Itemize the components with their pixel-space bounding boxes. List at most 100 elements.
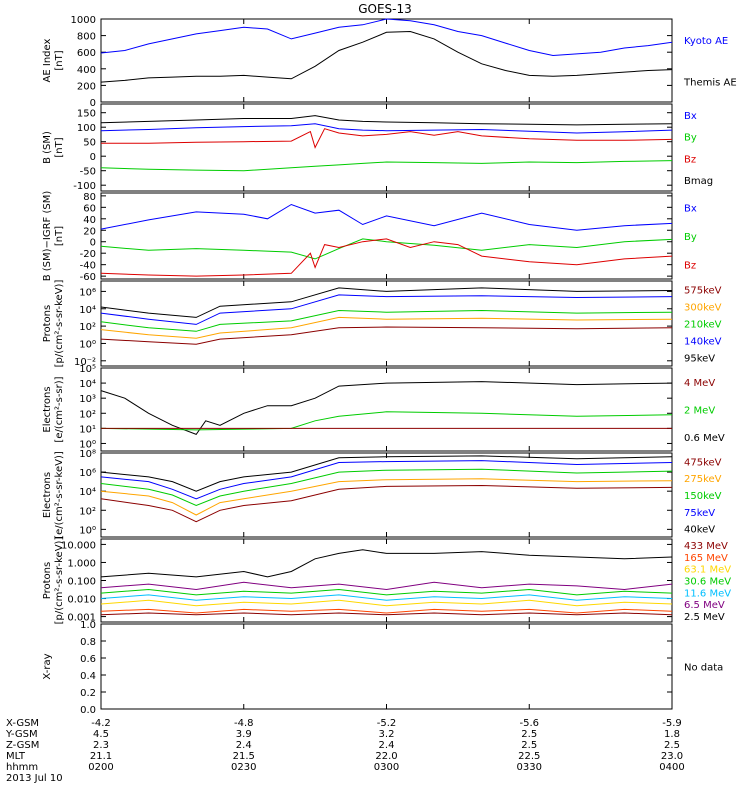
series-line-475kev (100, 484, 673, 523)
legend-entry: 165 MeV (684, 553, 728, 564)
series-line-150kev (100, 468, 673, 507)
series-line-themis-ae (100, 30, 673, 83)
y-tick-label: 400 (77, 65, 96, 76)
footer-value: 2.4 (379, 740, 395, 751)
y-tick-label: 150 (77, 109, 96, 120)
y-tick-label: 0.6 (80, 654, 96, 665)
y-tick-label: -60 (80, 272, 96, 283)
y-tick-label: 60 (83, 203, 96, 214)
footer-value: 0200 (88, 762, 113, 773)
footer-row-label: MLT (6, 751, 26, 762)
y-tick-label: 10⁶ (79, 287, 96, 298)
panel-electrons_hi: 10⁰ 10¹ 10² 10³ 10⁴ 10⁵ Electrons [e/(cm²-s-sr)… (42, 364, 725, 452)
panel-frame (100, 18, 673, 103)
legend-entry: 2 MeV (684, 406, 715, 417)
y-tick-label: 10² (79, 506, 96, 517)
y-axis-label: [nT] (54, 226, 65, 246)
footer-value: 0300 (374, 762, 399, 773)
series-line-bz (100, 238, 673, 277)
footer-value: 22.0 (375, 751, 397, 762)
y-tick-label: 0.2 (80, 688, 96, 699)
panel-ae: 0 200 400 600 800 1000 AE Index [nT] Kyoto AE The… (42, 15, 737, 109)
y-tick-label: 100 (77, 123, 96, 134)
legend-entry: 275keV (684, 474, 722, 485)
legend-entry: Bx (684, 203, 697, 214)
panel-protons_low: 10⁻² 10⁰ 10² 10⁴ 10⁶ Protons [p/(cm²-s-sr-keV)… (42, 280, 722, 368)
y-tick-label: 10² (79, 322, 96, 333)
series-line-bmag (100, 115, 673, 126)
y-tick-label: 10⁻² (74, 357, 96, 368)
legend-entry: Bx (684, 111, 697, 122)
legend-entry: 2.5 MeV (684, 612, 725, 623)
y-tick-label: 40 (83, 215, 96, 226)
y-tick-label: -50 (80, 167, 96, 178)
legend-entry: 140keV (684, 337, 722, 348)
y-axis-label: AE Index (42, 38, 53, 82)
series-line-275kev (100, 478, 673, 516)
footer-value: -5.6 (519, 718, 539, 729)
footer-value: -4.2 (91, 718, 111, 729)
y-tick-label: 600 (77, 48, 96, 59)
y-tick-label: 50 (83, 138, 96, 149)
legend-entry: Bz (684, 261, 696, 272)
y-axis-label: [e/(cm²-s-sr)] (54, 376, 65, 442)
panel-protons_hi: 0.001 0.010 0.100 1.000 10.000 Protons [p/(cm²… (42, 537, 731, 625)
legend-entry: 210keV (684, 320, 722, 331)
legend-entry: 95keV (684, 354, 715, 365)
footer-value: 21.1 (90, 751, 112, 762)
y-axis-label: B (SM) (42, 131, 53, 164)
y-tick-label: 0.010 (67, 595, 96, 606)
legend-entry: 75keV (684, 508, 715, 519)
legend-entry: By (684, 232, 697, 243)
footer-value: -5.2 (377, 718, 397, 729)
panel-frame (100, 103, 673, 192)
legend-entry: By (684, 133, 697, 144)
legend-entry: Themis AE (683, 77, 737, 88)
footer-value: 3.9 (236, 729, 252, 740)
panel-frame (100, 623, 673, 710)
footer-value: 2.5 (664, 740, 680, 751)
footer-row-label: hhmm (6, 762, 38, 773)
series-line-by (100, 160, 673, 172)
y-tick-label: -20 (80, 249, 96, 260)
series-line-165-mev (100, 608, 673, 614)
series-line-140kev (100, 294, 673, 325)
series-line-40kev (100, 455, 673, 492)
y-axis-label: [e/(cm²-s-sr-keV)] (54, 451, 65, 539)
legend-entry: Bz (684, 154, 696, 165)
legend-entry: 6.5 MeV (684, 600, 725, 611)
legend-entry: 4 MeV (684, 378, 715, 389)
y-tick-label: 10⁴ (79, 305, 96, 316)
y-axis-label: Electrons (42, 386, 53, 432)
y-tick-label: 800 (77, 32, 96, 43)
footer-value: 1.8 (664, 729, 680, 740)
y-axis-label: [nT] (54, 137, 65, 157)
series-line-kyoto-ae (100, 18, 673, 57)
footer-value: -4.8 (234, 718, 254, 729)
panel-frame (100, 538, 673, 623)
legend-entry: 63.1 MeV (684, 565, 731, 576)
y-tick-label: 10¹ (79, 424, 96, 435)
legend-entry: Kyoto AE (684, 36, 728, 47)
y-tick-label: 1000 (71, 15, 96, 26)
series-line-210kev (100, 309, 673, 332)
legend-entry: 575keV (684, 286, 722, 297)
y-axis-label: Protons (42, 305, 53, 342)
y-axis-label: [p/(cm²-s-sr-keV)] (54, 280, 65, 368)
panel-electrons_low: 10⁰ 10² 10⁴ 10⁶ 10⁸ Electrons [e/(cm²-s-sr-keV… (42, 449, 722, 539)
y-axis-label: X-ray (42, 653, 53, 679)
y-axis-label: B (SM)−IGRF (SM) (42, 191, 53, 282)
panel-xray: 0.0 0.2 0.4 0.6 0.8 1.0 X-ray No data (42, 620, 723, 716)
y-tick-label: -100 (73, 181, 96, 192)
footer-value: 0400 (659, 762, 684, 773)
chart-title: GOES-13 (358, 2, 412, 16)
footer-value: 0230 (231, 762, 256, 773)
footer-value: 3.2 (379, 729, 395, 740)
legend-entry: 0.6 MeV (684, 433, 725, 444)
footer-row-label: 2013 Jul 10 (6, 773, 63, 784)
y-tick-label: 10⁴ (79, 487, 96, 498)
footer-value: 21.5 (233, 751, 255, 762)
